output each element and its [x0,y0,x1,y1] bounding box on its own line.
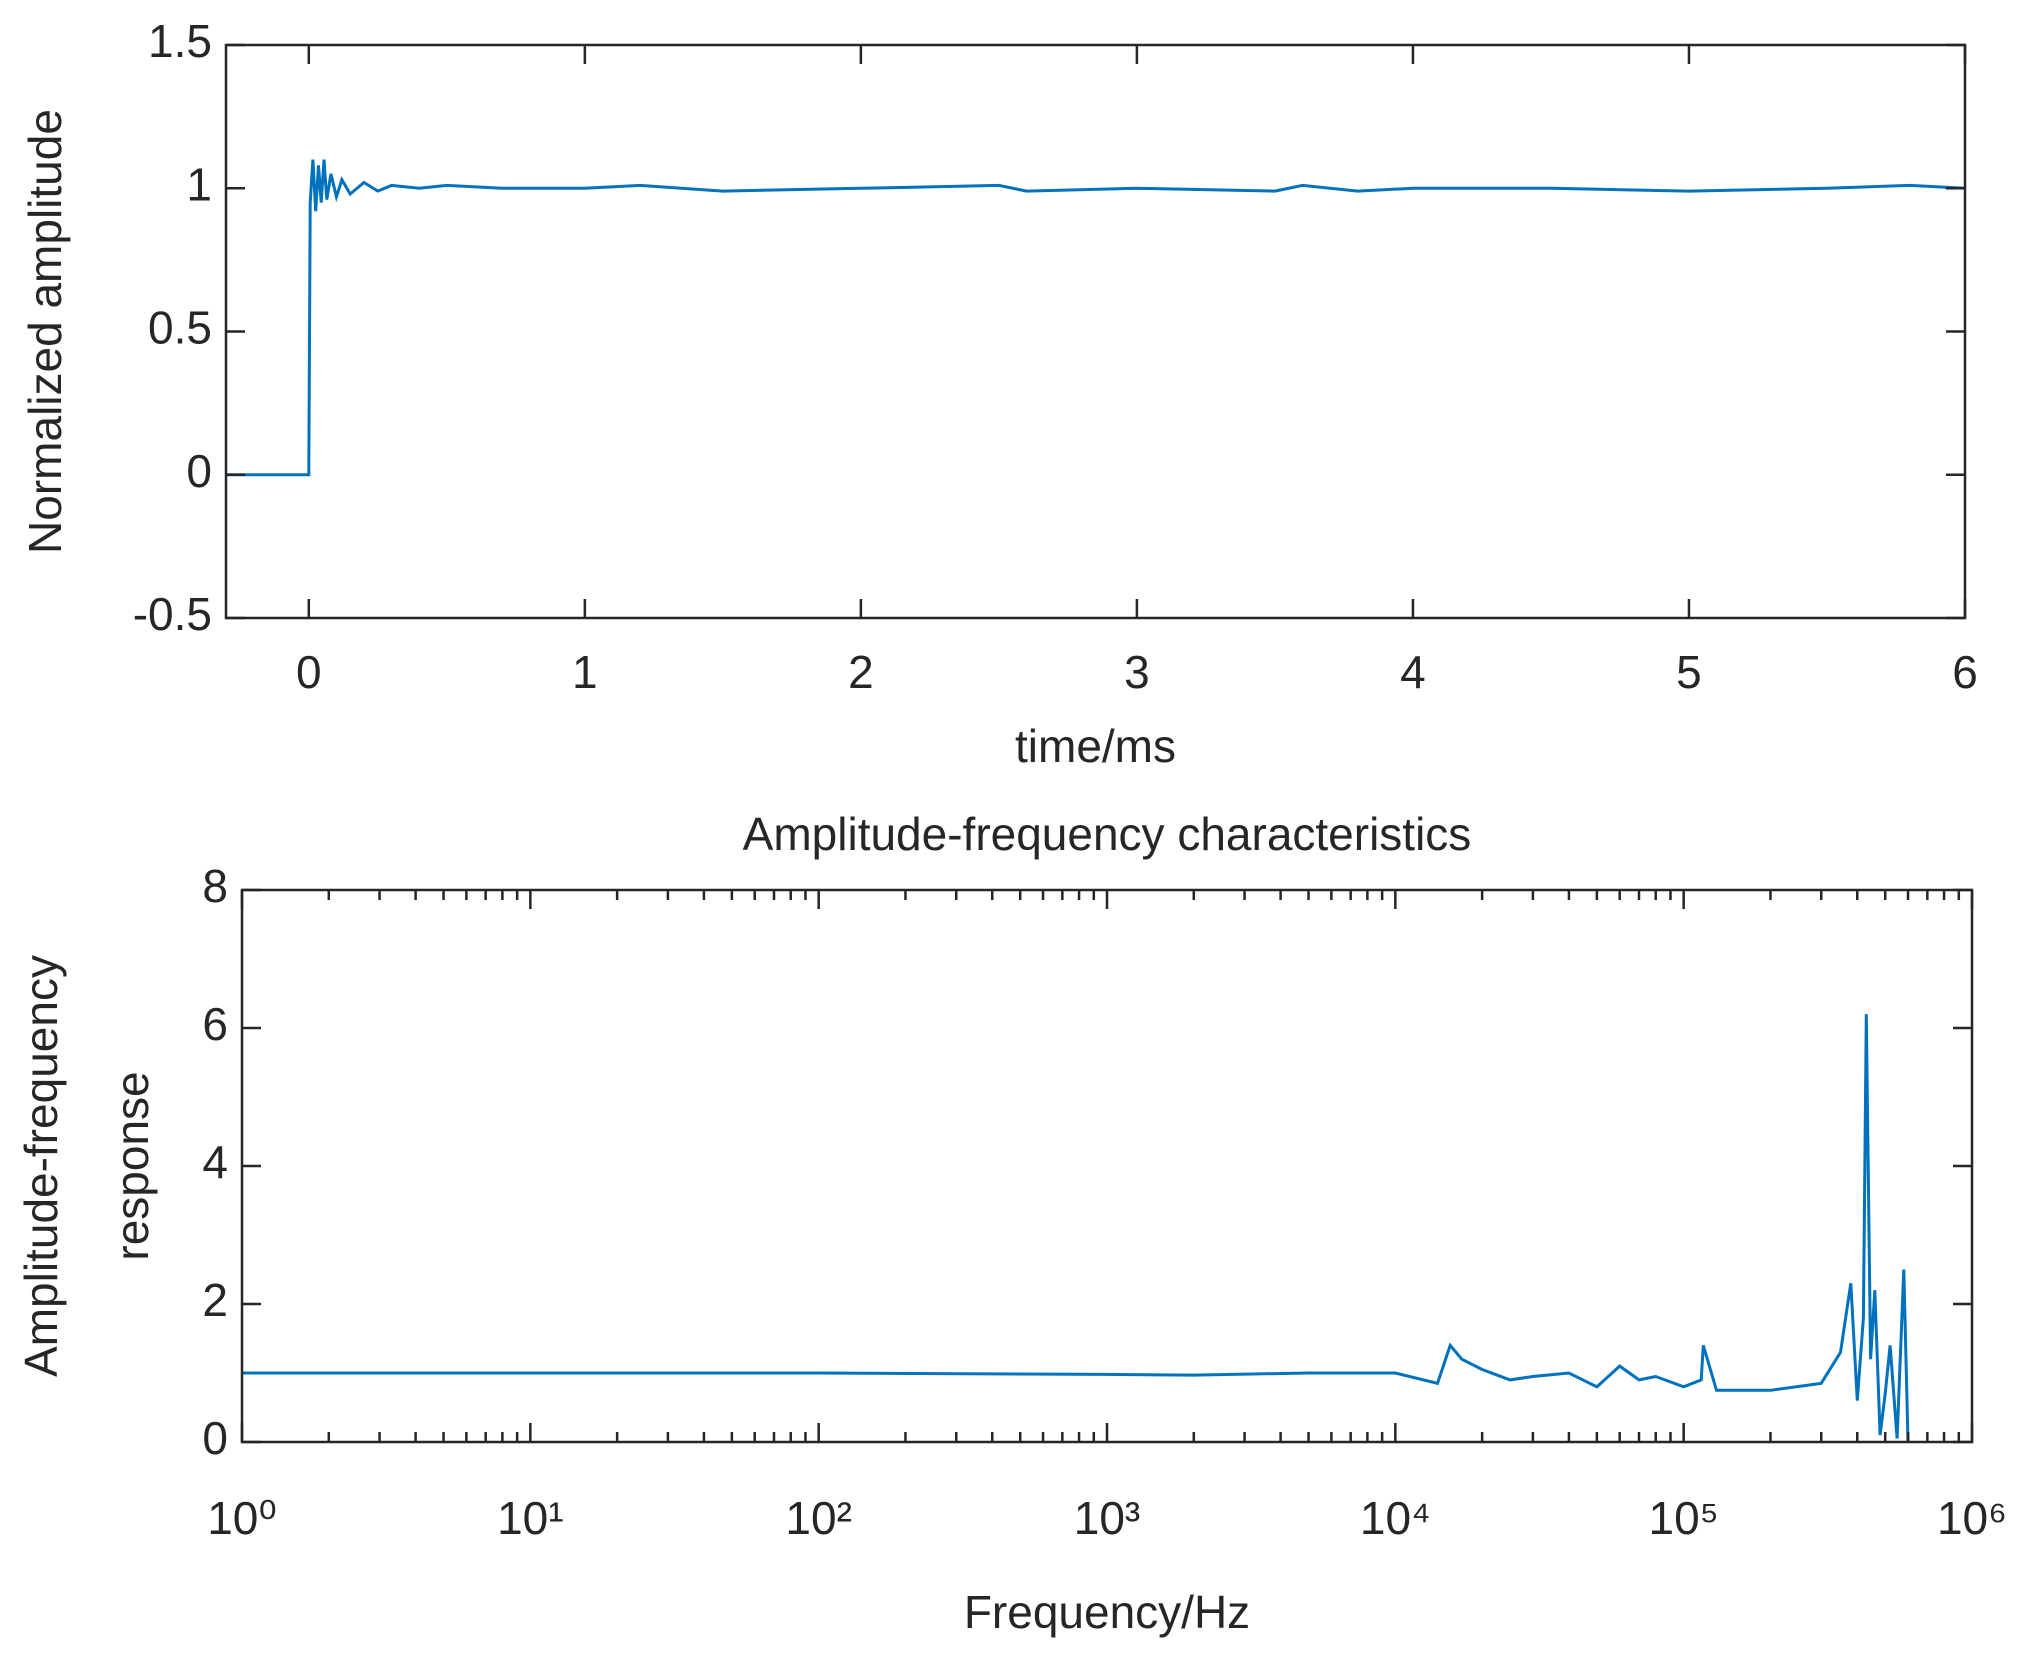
x-tick-label: 10⁶ [1937,1492,2007,1544]
x-tick-label: 5 [1676,646,1702,698]
x-tick-label: 6 [1952,646,1978,698]
y-axis-label: response [106,1071,158,1260]
y-tick-label: 1.5 [148,15,212,67]
x-tick-label: 10⁵ [1649,1492,1719,1544]
x-tick-label: 10⁴ [1360,1492,1431,1544]
y-axis-label: Amplitude-frequency [15,955,67,1377]
x-tick-label: 10² [785,1492,851,1544]
x-tick-label: 10¹ [497,1492,563,1544]
x-tick-label: 0 [296,646,322,698]
y-tick-label: -0.5 [133,588,212,640]
x-tick-label: 10³ [1074,1492,1140,1544]
x-tick-label: 1 [572,646,598,698]
y-axis-label: Normalized amplitude [19,109,71,554]
x-tick-label: 4 [1400,646,1426,698]
y-tick-label: 0 [202,1412,228,1464]
y-tick-label: 2 [202,1274,228,1326]
y-tick-label: 8 [202,860,228,912]
y-tick-label: 4 [202,1136,228,1188]
x-tick-label: 10⁰ [207,1492,277,1544]
chart-title: Amplitude-frequency characteristics [743,808,1472,860]
plot-frame [240,888,1974,1444]
y-tick-label: 6 [202,998,228,1050]
plot-frame [224,43,1967,620]
y-tick-label: 0.5 [148,302,212,354]
x-tick-label: 3 [1124,646,1150,698]
x-tick-label: 2 [848,646,874,698]
y-tick-label: 0 [186,445,212,497]
x-axis-label: Frequency/Hz [964,1586,1250,1638]
data-line [242,1014,1910,1443]
data-line [226,159,1966,477]
y-tick-label: 1 [186,158,212,210]
x-axis-label: time/ms [1015,720,1176,772]
